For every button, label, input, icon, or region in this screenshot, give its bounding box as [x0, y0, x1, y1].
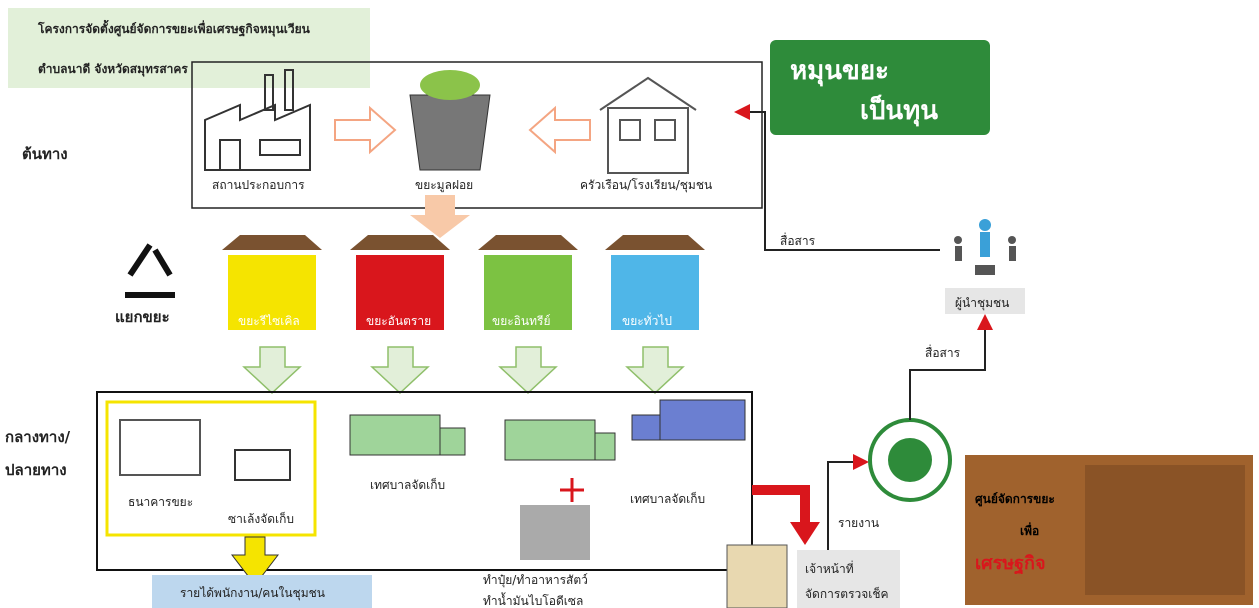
collection-label: เทศบาลจัดเก็บ — [630, 490, 705, 509]
stage-label: ปลายทาง — [5, 458, 67, 482]
collection-label: ซาเล้งจัดเก็บ — [228, 510, 294, 529]
bin-label: ขยะอันตราย — [366, 312, 431, 331]
center-logo-text: เศรษฐกิจ — [975, 548, 1046, 577]
stage-label: แยกขยะ — [115, 305, 170, 329]
arrow — [530, 108, 590, 152]
logo-text: เป็นทุน — [860, 90, 938, 131]
bin-label: ขยะอินทรีย์ — [492, 312, 550, 331]
plus — [560, 478, 584, 502]
title: ตำบลนาดี จังหวัดสมุทรสาคร — [38, 60, 188, 79]
connector — [910, 318, 985, 420]
arrow — [410, 195, 470, 238]
source-label: ครัวเรือน/โรงเรียน/ชุมชน — [580, 176, 712, 195]
collection-label: เทศบาลจัดเก็บ — [370, 476, 445, 495]
title: โครงการจัดตั้งศูนย์จัดการขยะเพื่อเศรษฐกิ… — [38, 20, 310, 39]
connector-label: รายงาน — [838, 514, 879, 533]
center-logo-art — [1085, 465, 1245, 595]
stage-label: ต้นทาง — [22, 142, 68, 166]
leader-icon — [954, 219, 1016, 275]
connector — [752, 490, 805, 525]
diagram-graphics — [0, 0, 1259, 608]
officer-label: จัดการตรวจเช็ค — [805, 585, 889, 604]
collection-label: ธนาคารขยะ — [128, 493, 193, 512]
officer-label: เจ้าหน้าที่ — [805, 560, 854, 579]
leader-label: ผู้นำชุมชน — [955, 294, 1009, 313]
output-label: ทำน้ำมันไบโอดีเซล — [483, 592, 583, 608]
house-icon — [600, 78, 696, 173]
stage-label: กลางทาง/ — [5, 425, 70, 449]
seal-center — [888, 438, 932, 482]
clipboard-icon — [727, 545, 787, 608]
connector-label: สื่อสาร — [780, 232, 815, 251]
recycle-icon — [125, 245, 175, 295]
connector-label: สื่อสาร — [925, 344, 960, 363]
source-label: ขยะมูลฝอย — [415, 176, 473, 195]
arrow — [790, 522, 820, 545]
arrow — [335, 108, 395, 152]
center-logo-text: ศูนย์จัดการขยะ — [975, 490, 1055, 509]
income-label: รายได้พนักงาน/คนในชุมชน — [180, 584, 325, 603]
bin-label: ขยะทั่วไป — [622, 312, 672, 331]
source-label: สถานประกอบการ — [212, 176, 305, 195]
trash-icon — [410, 70, 490, 170]
diagram: โครงการจัดตั้งศูนย์จัดการขยะเพื่อเศรษฐกิ… — [0, 0, 1259, 608]
logo-text: หมุนขยะ — [790, 50, 889, 91]
output-label: ทำปุ๋ย/ทำอาหารสัตว์ — [483, 571, 588, 590]
center-logo-text: เพื่อ — [1020, 522, 1039, 541]
down-arrows — [244, 347, 683, 393]
bin-label: ขยะรีไซเคิล — [238, 312, 300, 331]
connector — [828, 462, 865, 550]
